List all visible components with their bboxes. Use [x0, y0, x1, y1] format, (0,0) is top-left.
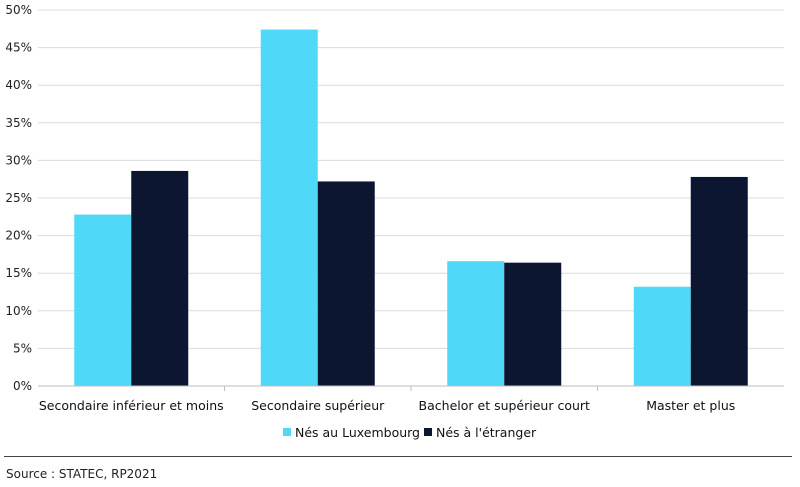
- bar: [504, 262, 562, 386]
- bar: [690, 176, 748, 386]
- y-tick-label: 20%: [5, 229, 32, 243]
- bar: [633, 286, 691, 386]
- separator-line: [4, 456, 792, 457]
- bar: [447, 261, 505, 386]
- category-label: Secondaire inférieur et moins: [39, 398, 224, 413]
- y-tick-label: 5%: [13, 341, 32, 355]
- bar: [260, 29, 318, 386]
- legend-swatch: [424, 428, 432, 436]
- category-labels: Secondaire inférieur et moins Secondaire …: [39, 398, 735, 413]
- bar: [74, 214, 132, 386]
- y-axis-tick-labels: 0% 5% 10% 15% 20% 25% 30% 35% 40% 45% 50%: [5, 3, 32, 393]
- category-label: Bachelor et supérieur court: [419, 398, 590, 413]
- bar: [131, 170, 189, 386]
- legend-swatch: [283, 428, 291, 436]
- bar: [317, 181, 375, 386]
- y-tick-label: 10%: [5, 304, 32, 318]
- y-tick-label: 15%: [5, 266, 32, 280]
- bar-chart: 0% 5% 10% 15% 20% 25% 30% 35% 40% 45% 50% Secondai…: [5, 3, 784, 440]
- bars: [74, 29, 748, 386]
- y-tick-label: 35%: [5, 116, 32, 130]
- source-note: Source : STATEC, RP2021: [6, 467, 158, 481]
- y-tick-label: 25%: [5, 191, 32, 205]
- y-tick-label: 45%: [5, 41, 32, 55]
- category-label: Secondaire supérieur: [251, 398, 385, 413]
- legend-label: Nés à l'étranger: [436, 425, 537, 440]
- category-label: Master et plus: [646, 398, 735, 413]
- y-tick-label: 40%: [5, 78, 32, 92]
- x-axis-ticks: [224, 386, 598, 391]
- legend-label: Nés au Luxembourg: [295, 425, 420, 440]
- y-tick-label: 50%: [5, 3, 32, 17]
- legend: Nés au Luxembourg Nés à l'étranger: [283, 425, 537, 440]
- y-tick-label: 0%: [13, 379, 32, 393]
- y-tick-label: 30%: [5, 153, 32, 167]
